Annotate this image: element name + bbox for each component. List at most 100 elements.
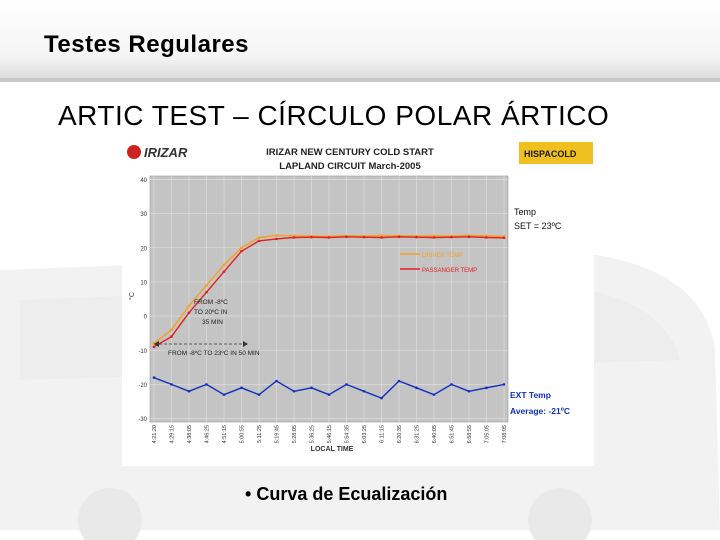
irizar-logo-mark — [127, 145, 141, 159]
data-point — [257, 393, 261, 396]
x-tick-label: 6:03:25 — [362, 425, 368, 443]
data-point — [292, 236, 296, 239]
x-tick-label: 4:51:15 — [222, 425, 228, 443]
bullet-marker: • — [245, 484, 252, 504]
data-point — [327, 393, 331, 396]
data-point — [152, 376, 156, 379]
data-point — [362, 235, 366, 239]
data-point — [257, 236, 261, 239]
hispacold-logo-bg — [519, 142, 593, 164]
data-point — [257, 239, 261, 243]
data-point — [222, 263, 226, 267]
x-tick-label: 5:00:55 — [240, 425, 246, 443]
x-tick-label: 4:38:05 — [187, 425, 193, 443]
legend-label-driver: DRIVER TEMP — [422, 253, 463, 259]
slide-heading: ARTIC TEST – CÍRCULO POLAR ÁRTICO — [58, 100, 610, 131]
chart-title: IRIZAR NEW CENTURY COLD START — [266, 147, 434, 158]
data-point — [292, 389, 296, 393]
annotation-set: SET = 23ºC — [514, 221, 562, 231]
y-tick-labels: -30 -20 -10 0 10 20 30 40 — [138, 178, 147, 423]
chart-subtitle: LAPLAND CIRCUIT March-2005 — [279, 161, 421, 172]
data-point — [205, 383, 208, 386]
legend: DRIVER TEMP PASSANGER TEMP — [400, 253, 477, 274]
annotation-ext-temp: EXT Temp — [510, 390, 551, 400]
data-point — [415, 235, 418, 239]
data-point — [310, 235, 313, 239]
chart-figure: IRIZAR HISPACOLD IRIZAR NEW CENTURY COLD… — [122, 138, 594, 466]
data-point — [432, 393, 436, 396]
span-arrow-head-left — [154, 341, 159, 347]
data-point — [240, 246, 243, 250]
irizar-logo-text: IRIZAR — [144, 145, 188, 160]
data-point — [380, 234, 383, 237]
data-point — [187, 389, 191, 393]
data-point — [345, 235, 348, 239]
data-point — [187, 311, 191, 314]
data-point — [380, 396, 383, 400]
x-tick-label: 6:51:45 — [450, 425, 456, 443]
data-point — [485, 236, 488, 239]
annotation-ramp-1: FROM -8ºC — [194, 299, 228, 306]
data-point — [187, 304, 191, 308]
y-tick-label: 40 — [140, 178, 147, 184]
data-point — [310, 386, 313, 390]
data-point — [502, 383, 506, 386]
data-point — [205, 284, 208, 287]
x-tick-label: 5:54:35 — [345, 425, 351, 443]
data-point — [152, 345, 156, 349]
data-point — [467, 235, 471, 239]
gridlines — [150, 176, 508, 422]
data-point — [397, 235, 401, 239]
data-point — [380, 236, 383, 239]
x-tick-label: 5:11:25 — [257, 425, 263, 443]
data-point — [170, 383, 173, 386]
data-point — [275, 379, 278, 383]
data-point — [222, 270, 226, 273]
x-tick-label: 4:46:25 — [205, 425, 211, 443]
data-point — [345, 383, 348, 386]
slide-title: Testes Regulares — [44, 31, 249, 58]
data-point — [327, 236, 331, 239]
x-axis-label: LOCAL TIME — [311, 446, 354, 453]
data-point — [275, 237, 278, 241]
data-point — [467, 389, 471, 393]
data-point — [205, 290, 208, 294]
x-tick-labels: 4:21:20 4:29:15 4:38:05 4:46:25 4:51:15 5:00:… — [152, 425, 508, 443]
y-tick-label: 0 — [144, 315, 148, 321]
data-point — [415, 386, 418, 390]
data-point — [450, 383, 453, 386]
chart-svg: IRIZAR HISPACOLD IRIZAR NEW CENTURY COLD… — [127, 142, 593, 453]
data-point — [432, 236, 436, 239]
x-tick-label: 6:40:05 — [432, 425, 438, 443]
x-tick-label: 5:19:45 — [275, 425, 281, 443]
y-tick-label: 20 — [140, 246, 147, 252]
data-point — [397, 379, 401, 383]
data-point — [275, 234, 278, 237]
y-tick-label: 10 — [140, 280, 147, 286]
x-tick-label: 7:08:05 — [502, 425, 508, 443]
data-point — [222, 393, 226, 396]
annotation-ramp-2: TO 20ºC IN — [194, 309, 228, 316]
series-layer — [152, 234, 506, 400]
title-underline — [0, 78, 720, 82]
data-point — [450, 235, 453, 239]
legend-label-passenger: PASSANGER TEMP — [422, 268, 477, 274]
bullet-item: • Curva de Ecualización — [245, 484, 447, 505]
y-axis-label: °C — [128, 292, 136, 300]
annotation-ext-average: Average: -21ºC — [510, 406, 570, 416]
irizar-logo: IRIZAR — [127, 145, 188, 160]
data-point — [362, 389, 366, 393]
x-tick-label: 6:58:55 — [467, 425, 473, 443]
x-tick-label: 4:21:20 — [152, 425, 158, 443]
hispacold-logo: HISPACOLD — [519, 142, 593, 164]
data-point — [502, 236, 506, 240]
x-tick-label: 6:11:15 — [380, 425, 386, 443]
data-point — [170, 328, 173, 332]
x-tick-label: 6:20:35 — [397, 425, 403, 443]
data-point — [485, 386, 488, 390]
span-arrow-head-right — [243, 341, 248, 347]
annotation-ramp-3: 35 MIN — [202, 319, 223, 326]
x-tick-label: 5:28:05 — [292, 425, 298, 443]
data-point — [170, 335, 173, 338]
title-bar — [0, 0, 720, 82]
